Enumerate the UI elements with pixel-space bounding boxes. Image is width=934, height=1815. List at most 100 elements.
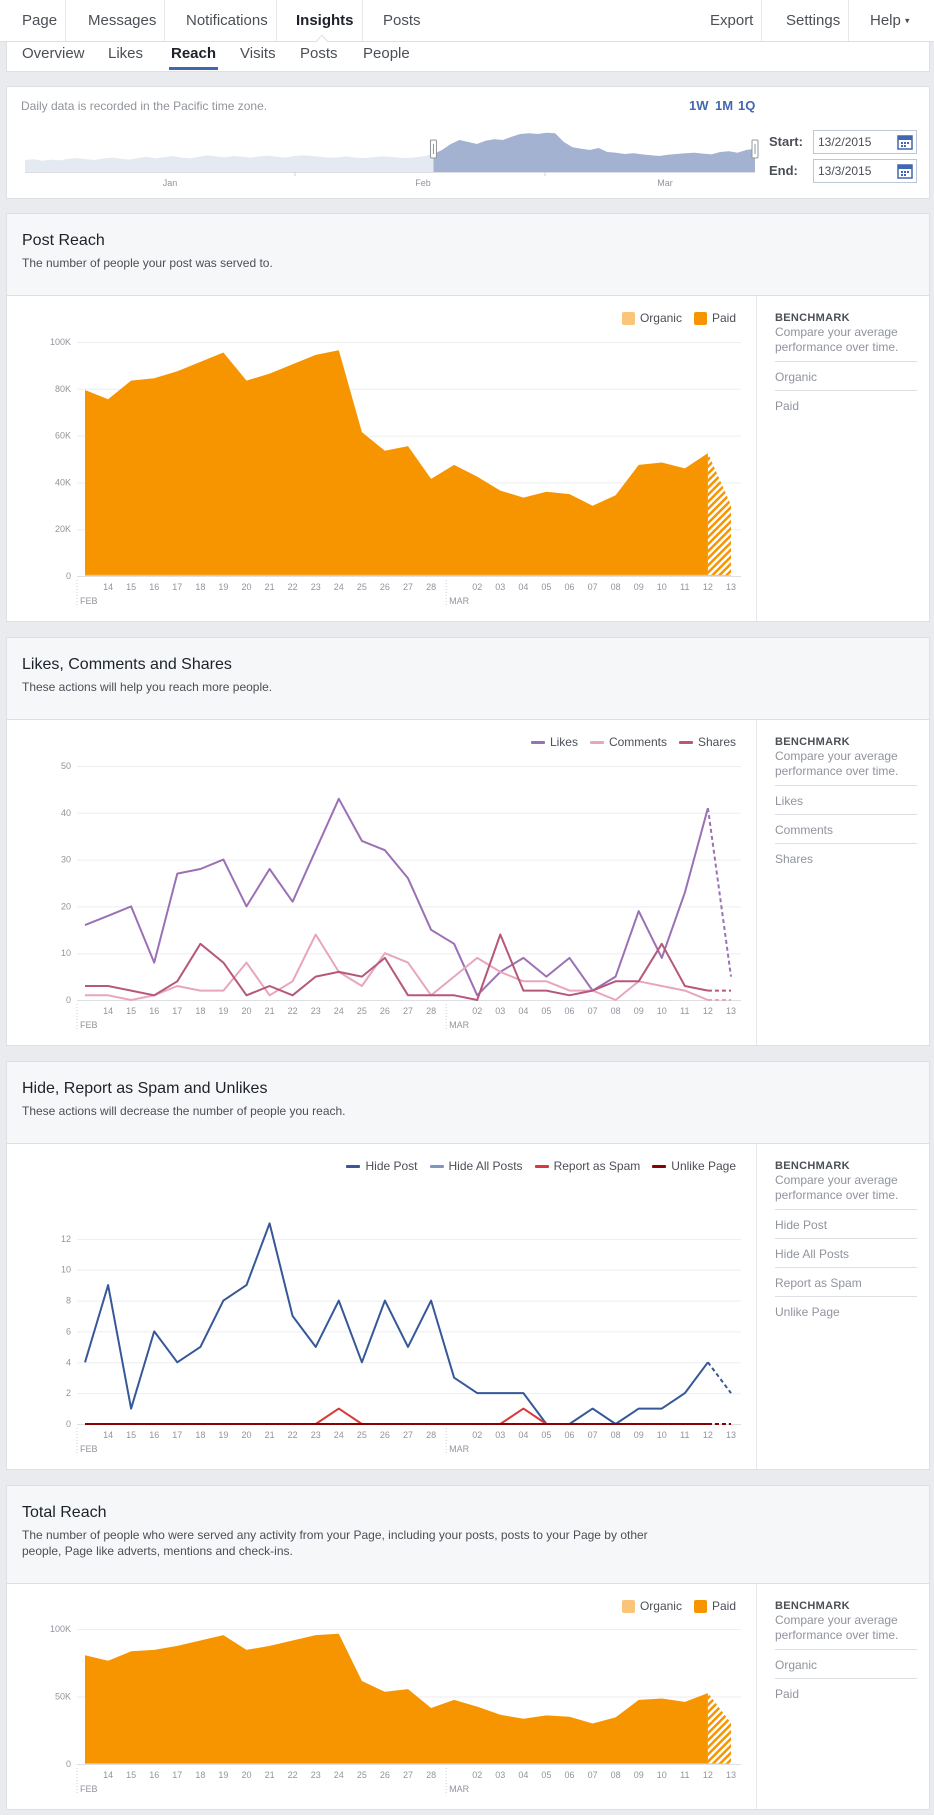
benchmark-item-hide-all-posts[interactable]: Hide All Posts [775,1238,917,1267]
series-line-partial [706,807,732,977]
x-tick-label: 16 [149,582,159,592]
legend-item[interactable]: Shares [678,735,736,749]
x-tick-label: 10 [657,582,667,592]
legend-swatch [693,1599,707,1613]
x-tick-label: 04 [518,1770,528,1780]
x-tick-label: 13 [726,1006,736,1016]
x-tick-label: 02 [472,1770,482,1780]
month-label: MAR [449,596,470,606]
range-1q-button[interactable]: 1Q [738,98,756,113]
lcs-chart[interactable]: 0 10 20 30 40 50 14 15 16 17 18 19 20 21 22 23 24 25 26 27 2… [7,720,757,1047]
nav-insights[interactable]: Insights [288,0,363,41]
end-label: End: [769,163,798,178]
chart-legend: Hide Post Hide All Posts Report as Spam … [346,1159,736,1173]
legend-swatch [621,311,635,325]
nav-page[interactable]: Page [14,0,67,41]
x-tick-label: 08 [611,1770,621,1780]
x-tick-label: 13 [726,1430,736,1440]
legend-item[interactable]: Organic [621,311,682,325]
legend-label: Shares [697,735,736,749]
start-date-value: 13/2/2015 [818,135,872,149]
post-reach-chart[interactable]: 0 20K 40K 60K 80K 100K 14 15 16 17 18 19 20 21 22 23 24 2… [7,296,757,623]
range-1m-button[interactable]: 1M [715,98,734,113]
legend-item[interactable]: Report as Spam [534,1159,641,1173]
x-tick-label: 22 [288,1430,298,1440]
benchmark-item-report-spam[interactable]: Report as Spam [775,1267,917,1296]
tab-likes[interactable]: Likes [108,45,144,62]
legend-item[interactable]: Paid [693,311,736,325]
x-tick-label: 18 [195,1430,205,1440]
total-reach-chart[interactable]: 0 50K 100K 14 15 16 17 18 19 20 21 22 23 24 25 26 27 28 02… [7,1584,757,1811]
nav-help[interactable]: Help ▾ [862,0,918,41]
legend-item[interactable]: Organic [621,1599,682,1613]
x-tick-label: 26 [380,1430,390,1440]
benchmark-panel: BENCHMARK Compare your average performan… [775,1600,917,1707]
start-date-field[interactable]: 13/2/2015 [813,130,917,154]
benchmark-item-hide-post[interactable]: Hide Post [775,1209,917,1238]
legend-item[interactable]: Comments [589,735,667,749]
nav-messages[interactable]: Messages [80,0,166,41]
benchmark-title: BENCHMARK [775,312,850,324]
benchmark-item-unlike-page[interactable]: Unlike Page [775,1296,917,1325]
benchmark-item-paid[interactable]: Paid [775,390,917,419]
x-tick-label: 03 [495,1006,505,1016]
nav-settings[interactable]: Settings [778,0,850,41]
tab-visits[interactable]: Visits [240,45,276,62]
tab-people[interactable]: People [363,45,410,62]
y-tick-label: 50K [55,1692,71,1702]
nav-posts[interactable]: Posts [383,12,421,29]
tab-reach[interactable]: Reach [169,42,219,70]
range-overview-chart[interactable]: Jan Feb Mar [25,122,765,192]
calendar-icon[interactable] [897,134,913,150]
benchmark-item-paid[interactable]: Paid [775,1678,917,1707]
benchmark-panel: BENCHMARK Compare your average performan… [775,736,917,872]
month-label: MAR [449,1784,470,1794]
legend-item[interactable]: Likes [530,735,578,749]
x-tick-label: 13 [726,1770,736,1780]
legend-label: Report as Spam [553,1159,641,1173]
overview-selected-area [433,132,755,172]
x-tick-label: 02 [472,582,482,592]
chart-legend: Likes Comments Shares [530,735,736,749]
y-tick-label: 100K [50,1624,71,1634]
legend-item[interactable]: Unlike Page [652,1159,736,1173]
active-tab-pointer-icon [316,35,328,42]
nav-notifications[interactable]: Notifications [178,0,277,41]
legend-item[interactable]: Paid [693,1599,736,1613]
benchmark-item-organic[interactable]: Organic [775,361,917,390]
legend-item[interactable]: Hide All Posts [429,1159,523,1173]
overview-month-label: Jan [163,178,178,188]
overview-month-label: Mar [657,178,673,188]
tab-overview[interactable]: Overview [22,45,85,62]
benchmark-item-shares[interactable]: Shares [775,843,917,872]
x-tick-label: 12 [703,1770,713,1780]
x-tick-label: 03 [495,1770,505,1780]
x-tick-label: 09 [634,1006,644,1016]
x-tick-label: 28 [426,1006,436,1016]
benchmark-item-comments[interactable]: Comments [775,814,917,843]
range-end-handle[interactable] [751,139,759,159]
x-tick-label: 11 [680,582,689,592]
x-tick-label: 24 [334,1430,344,1440]
legend-label: Comments [608,735,667,749]
range-1w-button[interactable]: 1W [689,98,709,113]
series-line-partial [707,1361,732,1394]
range-start-handle[interactable] [429,139,437,159]
section-title: Post Reach [22,232,105,249]
x-tick-label: 16 [149,1770,159,1780]
benchmark-item-likes[interactable]: Likes [775,785,917,814]
calendar-icon[interactable] [897,163,913,179]
x-tick-label: 06 [564,1006,574,1016]
x-tick-label: 15 [126,1006,136,1016]
benchmark-item-organic[interactable]: Organic [775,1649,917,1678]
y-tick-label: 10 [61,1265,71,1275]
x-tick-label: 12 [703,1006,713,1016]
x-tick-label: 23 [311,1006,321,1016]
tab-posts[interactable]: Posts [300,45,338,62]
y-tick-label: 50 [61,761,71,771]
nav-export[interactable]: Export [702,0,763,41]
post-reach-body: Organic Paid 0 20K 40K 60K 80K 100K 14 15 16 17 18… [6,295,930,622]
legend-item[interactable]: Hide Post [346,1159,418,1173]
end-date-field[interactable]: 13/3/2015 [813,159,917,183]
